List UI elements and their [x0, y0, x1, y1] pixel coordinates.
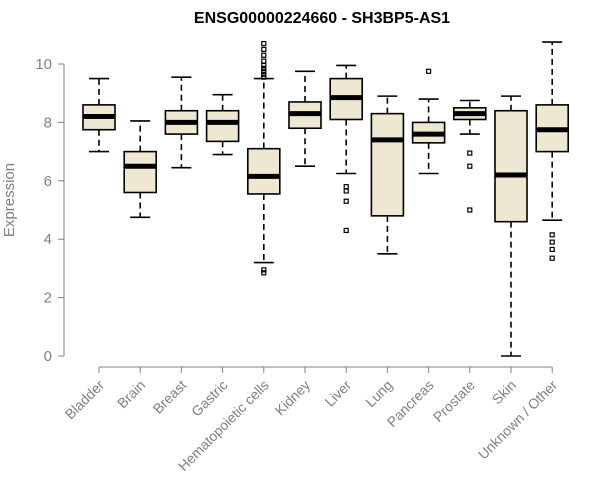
box-lung: [370, 95, 405, 255]
box-bladder: [82, 77, 116, 153]
iqr-box: [247, 147, 281, 195]
chart-title: ENSG00000224660 - SH3BP5-AS1: [194, 10, 450, 27]
outlier-point: [261, 267, 267, 273]
outlier-point: [261, 68, 267, 74]
outlier-point: [343, 198, 349, 204]
iqr-box: [494, 109, 528, 223]
outlier-point: [343, 227, 349, 234]
y-axis-label: Expression: [1, 163, 18, 237]
outlier-point: [467, 207, 473, 213]
x-tick-label: Kidney: [272, 377, 314, 419]
box-breast: [164, 76, 199, 169]
box-liver: [329, 64, 364, 234]
outlier-point: [467, 150, 473, 156]
box-brain: [123, 120, 157, 219]
outlier-point: [549, 246, 555, 253]
outlier-point: [549, 232, 555, 238]
outlier-point: [261, 58, 267, 64]
iqr-box: [370, 112, 405, 217]
x-tick-label: Prostate: [430, 377, 478, 425]
box-kidney: [288, 70, 322, 167]
x-tick-label: Breast: [150, 377, 190, 417]
y-tick-label: 2: [44, 290, 52, 307]
iqr-box: [205, 109, 240, 143]
x-tick-label: Lung: [362, 377, 395, 410]
outlier-point: [261, 65, 267, 71]
outlier-point: [261, 40, 267, 47]
outlier-point: [261, 62, 267, 69]
outlier-point: [261, 74, 267, 80]
box-pancreas: [411, 68, 446, 175]
box-prostate: [452, 99, 487, 213]
x-tick-label: Bladder: [62, 377, 108, 423]
y-tick-label: 0: [44, 348, 52, 365]
y-tick-label: 6: [44, 173, 52, 190]
outlier-point: [426, 68, 432, 74]
outlier-point: [261, 270, 267, 276]
outlier-point: [261, 71, 267, 77]
outlier-point: [467, 163, 473, 169]
box-hematopoietic-cells: [247, 40, 281, 276]
box-gastric: [205, 93, 240, 156]
box-skin: [494, 95, 528, 357]
y-tick-label: 10: [35, 56, 52, 73]
outlier-point: [343, 188, 349, 194]
outlier-point: [261, 52, 267, 58]
x-tick-label: Skin: [489, 377, 520, 408]
x-tick-label: Liver: [322, 377, 355, 410]
outlier-point: [343, 184, 349, 190]
boxes-layer: [82, 40, 570, 357]
y-tick-label: 4: [44, 231, 52, 248]
y-tick-label: 8: [44, 114, 52, 131]
box-unknown-other: [535, 41, 570, 261]
outlier-point: [549, 255, 555, 261]
x-tick-label: Brain: [114, 377, 148, 411]
y-axis: 0 2 4 6 8 10: [35, 56, 65, 365]
outlier-point: [261, 46, 267, 53]
iqr-box: [123, 150, 157, 194]
outlier-point: [549, 239, 555, 245]
